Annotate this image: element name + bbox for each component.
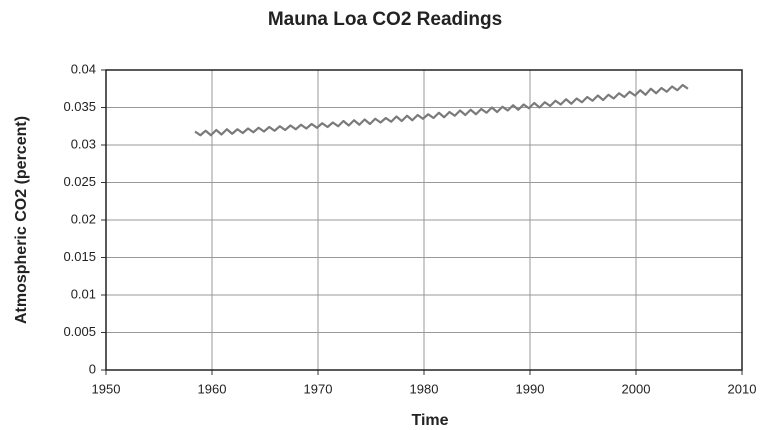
x-tick-label: 1960 [198, 381, 227, 396]
chart-title: Mauna Loa CO2 Readings [268, 9, 502, 30]
x-tick-label: 1970 [304, 381, 333, 396]
y-tick-label: 0 [89, 361, 96, 376]
y-tick-label: 0.02 [71, 211, 96, 226]
y-tick-label: 0.01 [71, 286, 96, 301]
data-line [194, 83, 689, 137]
y-tick-label: 0.005 [63, 324, 96, 339]
y-tick-label: 0.035 [63, 99, 96, 114]
y-tick-label: 0.015 [63, 249, 96, 264]
x-tick-label: 2000 [622, 381, 651, 396]
plot-border [105, 69, 743, 371]
y-tick-label: 0.03 [71, 136, 96, 151]
y-tick-label: 0.04 [71, 61, 96, 76]
y-axis-title: Atmospheric CO2 (percent) [13, 116, 30, 324]
x-tick-label: 1990 [516, 381, 545, 396]
x-tick-label: 1950 [92, 381, 121, 396]
x-tick-label: 1980 [410, 381, 439, 396]
x-tick-label: 2010 [728, 381, 757, 396]
x-axis-title: Time [411, 412, 448, 429]
y-tick-label: 0.025 [63, 174, 96, 189]
